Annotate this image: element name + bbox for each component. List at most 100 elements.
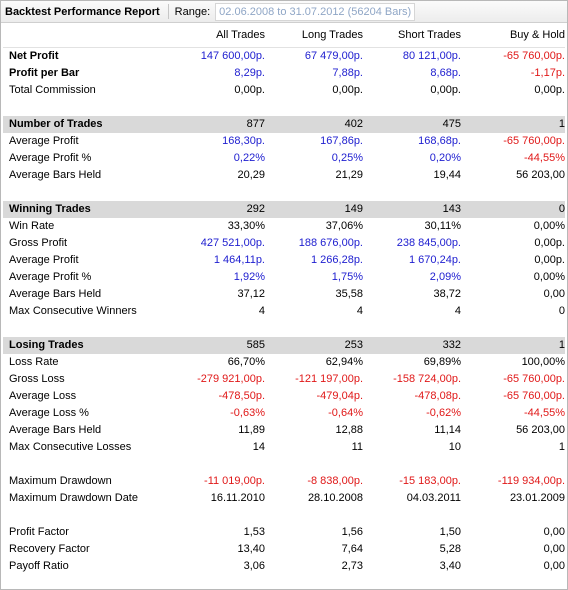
- column-header-short-trades[interactable]: Short Trades: [363, 23, 461, 48]
- value-long-trades: 7,88р.: [332, 67, 363, 79]
- value-buy-hold: 0: [558, 305, 565, 317]
- value-long-trades: 1,56: [341, 526, 363, 538]
- value-short-trades: 8,68р.: [430, 67, 461, 79]
- column-header-buy-hold[interactable]: Buy & Hold: [461, 23, 565, 48]
- spacer-row: [3, 320, 565, 337]
- metric-label: Average Profit: [9, 254, 79, 266]
- value-long-trades: 2,73: [341, 560, 363, 572]
- value-all-trades: 147 600,00р.: [200, 50, 265, 62]
- metric-label: Net Profit: [9, 50, 59, 62]
- metric-label: Profit per Bar: [9, 67, 80, 79]
- value-all-trades: -478,50р.: [218, 390, 265, 402]
- value-long-trades: 62,94%: [325, 356, 363, 368]
- value-long-trades: 12,88: [335, 424, 363, 436]
- value-short-trades: 0,00р.: [430, 84, 461, 96]
- table-row: Total Commission 0,00р. 0,00р. 0,00р. 0,00р.: [3, 82, 565, 99]
- column-header-long-trades[interactable]: Long Trades: [265, 23, 363, 48]
- value-all-trades: 427 521,00р.: [200, 237, 265, 249]
- value-buy-hold: 1: [461, 116, 565, 133]
- table-row: Gross Loss -279 921,00р. -121 197,00р. -158…: [3, 371, 565, 388]
- metric-label: Win Rate: [9, 220, 55, 232]
- spacer-cell: [3, 99, 565, 116]
- value-long-trades: 1,75%: [331, 271, 363, 283]
- value-all-trades: 3,06: [243, 560, 265, 572]
- metric-label: Gross Loss: [9, 373, 65, 385]
- value-buy-hold: 23.01.2009: [509, 492, 565, 504]
- table-row: Profit per Bar 8,29р. 7,88р. 8,68р. -1,17р.: [3, 65, 565, 82]
- value-all-trades: 16.11.2010: [210, 492, 265, 504]
- metric-label: Average Profit %: [9, 152, 92, 164]
- metric-label: Losing Trades: [3, 337, 173, 354]
- column-header-all-trades[interactable]: All Trades: [173, 23, 265, 48]
- spacer-cell: [3, 320, 565, 337]
- table-row: Max Consecutive Winners 4 4 4 0: [3, 303, 565, 320]
- value-long-trades: -121 197,00р.: [295, 373, 363, 385]
- value-all-trades: 0,00р.: [234, 84, 265, 96]
- value-short-trades: 168,68р.: [418, 135, 461, 147]
- value-buy-hold: 0,00р.: [534, 84, 565, 96]
- value-short-trades: 30,11%: [424, 220, 462, 232]
- value-long-trades: 11: [351, 441, 363, 453]
- metric-label: Gross Profit: [9, 237, 68, 249]
- range-field[interactable]: 02.06.2008 to 31.07.2012 (56204 Bars): [215, 2, 416, 21]
- spacer-cell: [3, 456, 565, 473]
- metric-label: Recovery Factor: [9, 543, 90, 555]
- value-short-trades: 1 670,24р.: [409, 254, 461, 266]
- value-all-trades: 8,29р.: [234, 67, 265, 79]
- value-long-trades: 402: [265, 116, 363, 133]
- metric-label: Max Consecutive Winners: [9, 305, 137, 317]
- value-short-trades: 3,40: [439, 560, 461, 572]
- column-header-row: All Trades Long Trades Short Trades Buy …: [3, 23, 565, 48]
- value-all-trades: 1,53: [243, 526, 265, 538]
- table-row: Average Bars Held 20,29 21,29 19,44 56 203,0…: [3, 167, 565, 184]
- value-all-trades: 0,22%: [233, 152, 265, 164]
- value-buy-hold: 0,00р.: [534, 237, 565, 249]
- table-row: Average Bars Held 11,89 12,88 11,14 56 203,0…: [3, 422, 565, 439]
- table-row: Average Profit 168,30р. 167,86р. 168,68р. -6…: [3, 133, 565, 150]
- metrics-table: All Trades Long Trades Short Trades Buy …: [3, 23, 565, 575]
- metric-label: Average Loss: [9, 390, 77, 402]
- metric-label: Maximum Drawdown: [9, 475, 112, 487]
- value-all-trades: 168,30р.: [222, 135, 265, 147]
- value-short-trades: 475: [363, 116, 461, 133]
- value-long-trades: -479,04р.: [316, 390, 363, 402]
- range-label: Range:: [174, 5, 211, 18]
- table-row: Average Profit % 0,22% 0,25% 0,20% -44,55%: [3, 150, 565, 167]
- table-row: Average Bars Held 37,12 35,58 38,72 0,00: [3, 286, 565, 303]
- value-buy-hold: -65 760,00р.: [503, 50, 565, 62]
- value-all-trades: 4: [258, 305, 265, 317]
- value-long-trades: 0,00р.: [332, 84, 363, 96]
- section-header-row: Number of Trades 877 402 475 1: [3, 116, 565, 133]
- spacer-cell: [3, 184, 565, 201]
- table-row: Recovery Factor 13,40 7,64 5,28 0,00: [3, 541, 565, 558]
- value-short-trades: 238 845,00р.: [396, 237, 461, 249]
- value-short-trades: -478,08р.: [414, 390, 461, 402]
- metric-label: Profit Factor: [9, 526, 69, 538]
- value-buy-hold: 0,00%: [533, 220, 565, 232]
- metric-label: Average Profit: [9, 135, 79, 147]
- value-long-trades: -8 838,00р.: [307, 475, 363, 487]
- table-row: Average Loss % -0,63% -0,64% -0,62% -44,55%: [3, 405, 565, 422]
- value-all-trades: 37,12: [237, 288, 265, 300]
- value-short-trades: 38,72: [433, 288, 461, 300]
- value-long-trades: 35,58: [335, 288, 363, 300]
- spacer-row: [3, 184, 565, 201]
- value-short-trades: 80 121,00р.: [402, 50, 461, 62]
- value-short-trades: -15 183,00р.: [399, 475, 461, 487]
- metric-label: Average Loss %: [9, 407, 89, 419]
- value-buy-hold: 0,00р.: [534, 254, 565, 266]
- value-long-trades: 67 479,00р.: [304, 50, 363, 62]
- value-short-trades: 04.03.2011: [406, 492, 461, 504]
- value-buy-hold: 0,00: [543, 543, 565, 555]
- value-short-trades: 1,50: [439, 526, 461, 538]
- value-buy-hold: 1: [461, 337, 565, 354]
- value-all-trades: 20,29: [237, 169, 265, 181]
- value-short-trades: 10: [448, 441, 461, 453]
- value-buy-hold: 0,00%: [533, 271, 565, 283]
- column-header-metric: [3, 23, 173, 48]
- value-buy-hold: -1,17р.: [530, 67, 565, 79]
- value-buy-hold: -65 760,00р.: [503, 373, 565, 385]
- value-short-trades: 4: [454, 305, 461, 317]
- metric-label: Maximum Drawdown Date: [9, 492, 138, 504]
- section-header-row: Losing Trades 585 253 332 1: [3, 337, 565, 354]
